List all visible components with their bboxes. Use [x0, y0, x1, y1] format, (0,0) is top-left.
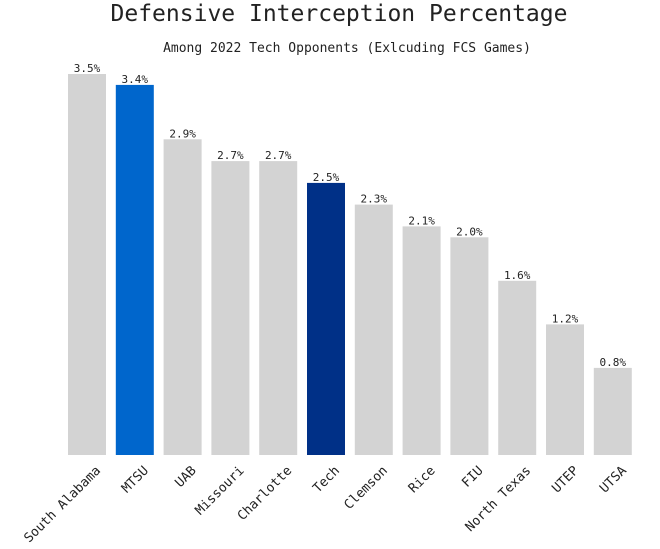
value-label-south-alabama: 3.5% [74, 62, 101, 75]
value-label-charlotte: 2.7% [265, 149, 292, 162]
bar-uab [163, 139, 202, 456]
bars-group [68, 74, 632, 456]
bar-charlotte [259, 161, 298, 455]
bar-missouri [211, 161, 250, 455]
x-tick-label-uab: UAB [172, 463, 199, 490]
x-tick-label-mtsu: MTSU [119, 463, 152, 496]
value-label-fiu: 2.0% [456, 225, 483, 238]
value-label-utsa: 0.8% [600, 356, 627, 369]
chart-subtitle: Among 2022 Tech Opponents (Exlcuding FCS… [163, 41, 531, 56]
value-labels-group: 3.5% 3.4% 2.9% 2.7% 2.7% 2.5% 2.3% 2.1% 2.0% 1.6%… [74, 62, 627, 369]
bar-utsa [593, 367, 632, 455]
value-label-utep: 1.2% [552, 312, 579, 325]
bar-clemson [354, 204, 393, 455]
value-label-missouri: 2.7% [217, 149, 244, 162]
x-tick-label-south-alabama: South Alabama [21, 463, 104, 546]
x-tick-label-utsa: UTSA [597, 463, 630, 496]
bar-tech [307, 182, 345, 455]
bar-rice [402, 226, 441, 455]
chart-title: Defensive Interception Percentage [111, 1, 568, 27]
x-tick-label-tech: Tech [310, 463, 343, 496]
value-label-rice: 2.1% [408, 214, 435, 227]
bar-mtsu [115, 84, 154, 456]
x-tick-label-fiu: FIU [459, 463, 486, 490]
value-label-north-texas: 1.6% [504, 269, 531, 282]
bar-north-texas [498, 280, 537, 455]
x-tick-label-utep: UTEP [549, 463, 582, 496]
x-tick-label-clemson: Clemson [341, 463, 390, 512]
value-label-uab: 2.9% [169, 127, 196, 140]
bar-utep [546, 324, 584, 455]
bar-fiu [450, 237, 489, 455]
value-label-clemson: 2.3% [361, 193, 388, 206]
value-label-mtsu: 3.4% [122, 73, 149, 86]
x-tick-label-rice: Rice [406, 463, 439, 496]
bar-south-alabama [68, 74, 106, 455]
value-label-tech: 2.5% [313, 171, 340, 184]
